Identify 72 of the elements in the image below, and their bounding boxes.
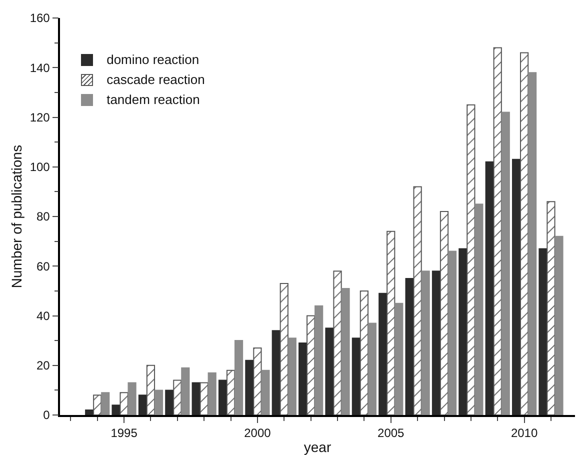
legend-label: tandem reaction [106,92,200,108]
bar [93,394,102,415]
bar [386,230,396,415]
y-tick-label: 160 [30,11,50,26]
bar [546,201,556,415]
x-tick-label: 2000 [244,426,272,440]
bar [165,390,174,415]
y-tick-label: 140 [30,60,50,75]
bar [253,348,262,415]
bar [280,282,288,415]
bar [226,370,236,415]
bar [440,211,449,415]
bar [333,270,342,415]
bar [85,410,94,415]
bar [458,248,468,415]
bar [520,52,529,415]
bar [325,328,334,415]
y-tick-label: 0 [43,408,50,422]
bar [485,161,494,415]
bar [554,236,564,415]
bar [101,392,110,415]
y-tick-label: 60 [36,259,50,274]
y-tick-label: 20 [36,358,50,373]
bar [272,330,280,415]
bar [120,392,128,415]
bar [512,158,521,415]
bar [146,364,156,415]
x-axis-title: year [304,439,332,455]
bar [405,278,414,415]
bar [432,270,441,415]
bar [128,382,136,415]
x-tick-label: 2005 [378,426,405,440]
y-tick-label: 80 [36,210,50,224]
bar [368,322,376,415]
bar [378,292,388,415]
bar [173,380,182,415]
bar [474,204,484,415]
bar [298,342,308,415]
y-tick-label: 40 [36,308,50,323]
y-tick-label: 100 [30,160,50,174]
bar [261,370,270,415]
bar [501,112,510,415]
bar [154,390,164,415]
bar [394,302,404,415]
bar [192,382,200,415]
bar [234,340,244,415]
bar [421,270,430,415]
bar [413,186,422,415]
bar [208,372,216,415]
bar [288,338,296,415]
bar [360,290,368,415]
bar [181,367,190,415]
bar [448,250,457,415]
bar [341,288,350,415]
legend-label: domino reaction [106,52,200,68]
bar [466,104,476,415]
bar [538,248,548,415]
bar [138,394,148,415]
bar [528,72,537,415]
bar [306,315,316,415]
bar [314,305,324,415]
bar [245,360,254,415]
bar [352,338,360,415]
legend-label: cascade reaction [106,72,205,88]
y-tick-label: 120 [30,110,50,124]
bar [112,404,120,415]
bar [493,47,502,415]
y-axis-title: Number of publications [8,144,24,288]
bar [218,380,228,415]
x-tick-label: 2010 [510,426,538,440]
bar [200,382,208,415]
x-tick-label: 1995 [110,426,138,440]
